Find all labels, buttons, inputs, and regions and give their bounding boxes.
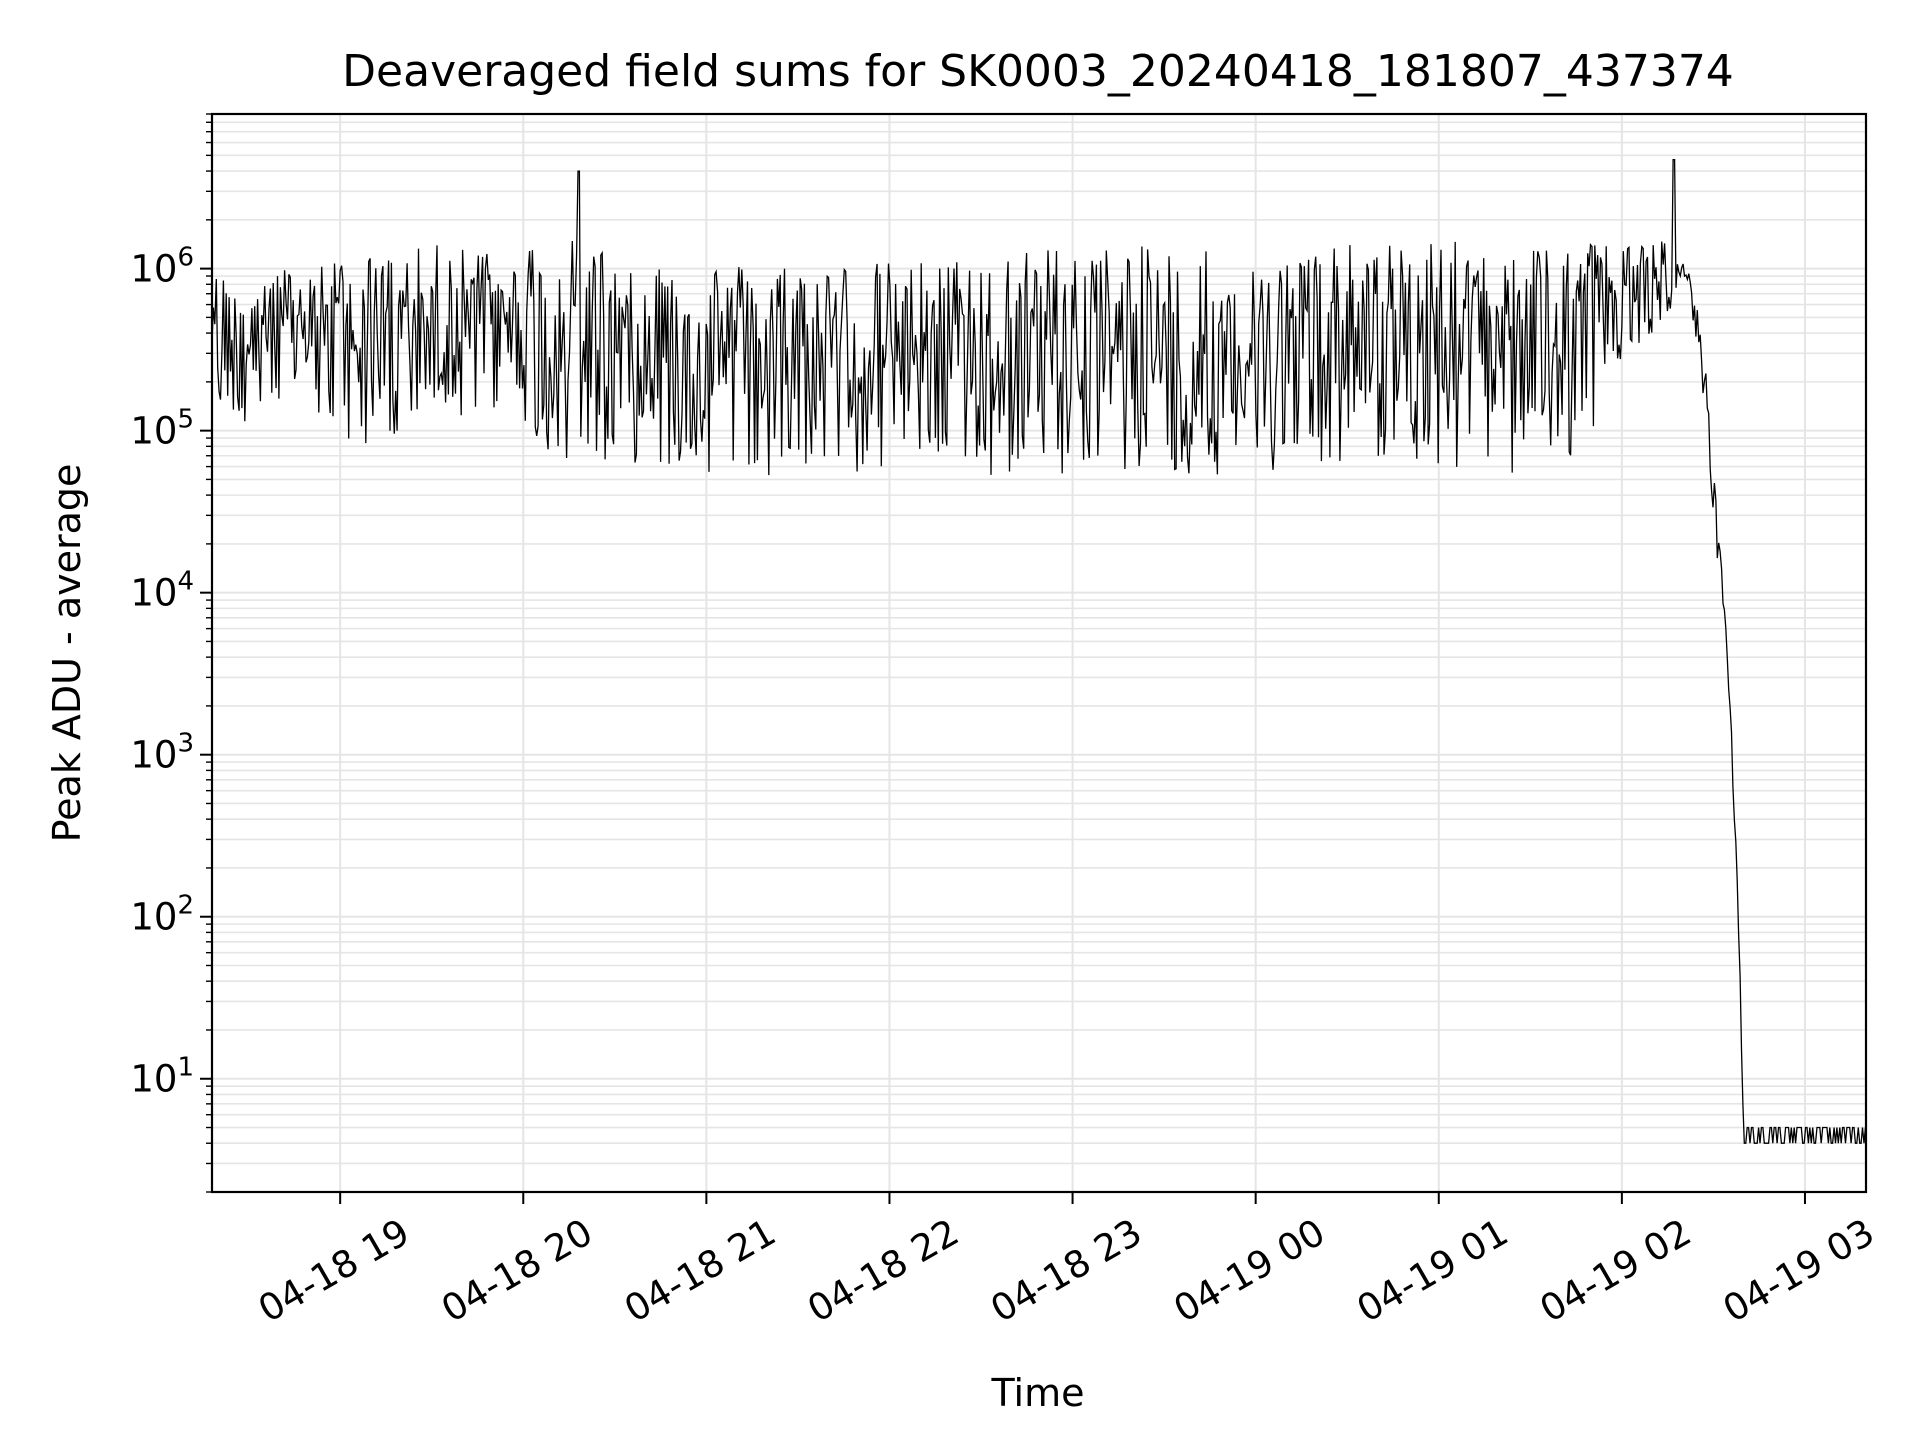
grid <box>212 113 1866 1193</box>
y-tick-label: 105 <box>130 405 194 453</box>
axes-frame <box>210 112 1868 1194</box>
x-axis-label: Time <box>991 1371 1085 1415</box>
y-axis-label: Peak ADU - average <box>45 464 89 843</box>
y-tick-label: 101 <box>130 1053 194 1101</box>
y-tick-label: 103 <box>130 729 194 777</box>
data-series-line <box>211 159 1867 1144</box>
y-tick-label: 106 <box>130 243 194 291</box>
plot-area <box>211 159 1867 1144</box>
chart-title: Deaveraged field sums for SK0003_2024041… <box>342 46 1734 97</box>
y-tick-label: 102 <box>130 891 194 939</box>
y-tick-label: 104 <box>130 567 194 615</box>
y-axis: 101 102 103 104 105 106 <box>130 113 212 1193</box>
